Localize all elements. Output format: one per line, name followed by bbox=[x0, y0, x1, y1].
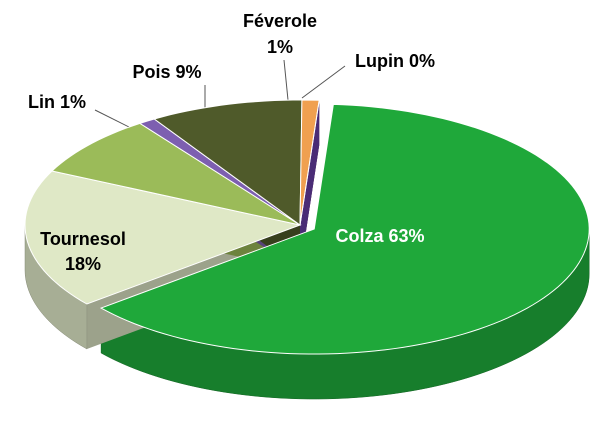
leader-line bbox=[94, 109, 136, 131]
leader-line bbox=[283, 59, 289, 101]
slice-label: Lupin 0% bbox=[355, 51, 435, 71]
slice-label: Féverole 1% bbox=[243, 11, 317, 57]
slice-label: Tournesol 18% bbox=[40, 229, 126, 274]
category-label: Lin bbox=[28, 92, 55, 112]
category-label: Lupin bbox=[355, 51, 404, 71]
leader-line bbox=[301, 65, 346, 99]
category-label: Féverole bbox=[243, 11, 317, 31]
value-label: 9% bbox=[176, 62, 202, 82]
category-label: Colza bbox=[335, 226, 384, 246]
value-label: 0% bbox=[409, 51, 435, 71]
slice-label: Colza 63% bbox=[335, 226, 424, 246]
value-label: 63% bbox=[389, 226, 425, 246]
value-label: 1% bbox=[267, 37, 293, 57]
slice bbox=[24, 170, 302, 305]
slice bbox=[153, 99, 303, 226]
slice-cut bbox=[300, 100, 320, 270]
slice bbox=[50, 122, 301, 226]
slice bbox=[99, 103, 590, 355]
category-label: Pois bbox=[132, 62, 170, 82]
slice-label: Pois 9% bbox=[132, 62, 201, 82]
value-label: 1% bbox=[60, 92, 86, 112]
category-label: Tournesol bbox=[40, 229, 126, 249]
value-label: 18% bbox=[65, 254, 101, 274]
tops bbox=[24, 99, 590, 355]
slice-label: Lin 1% bbox=[28, 92, 86, 112]
